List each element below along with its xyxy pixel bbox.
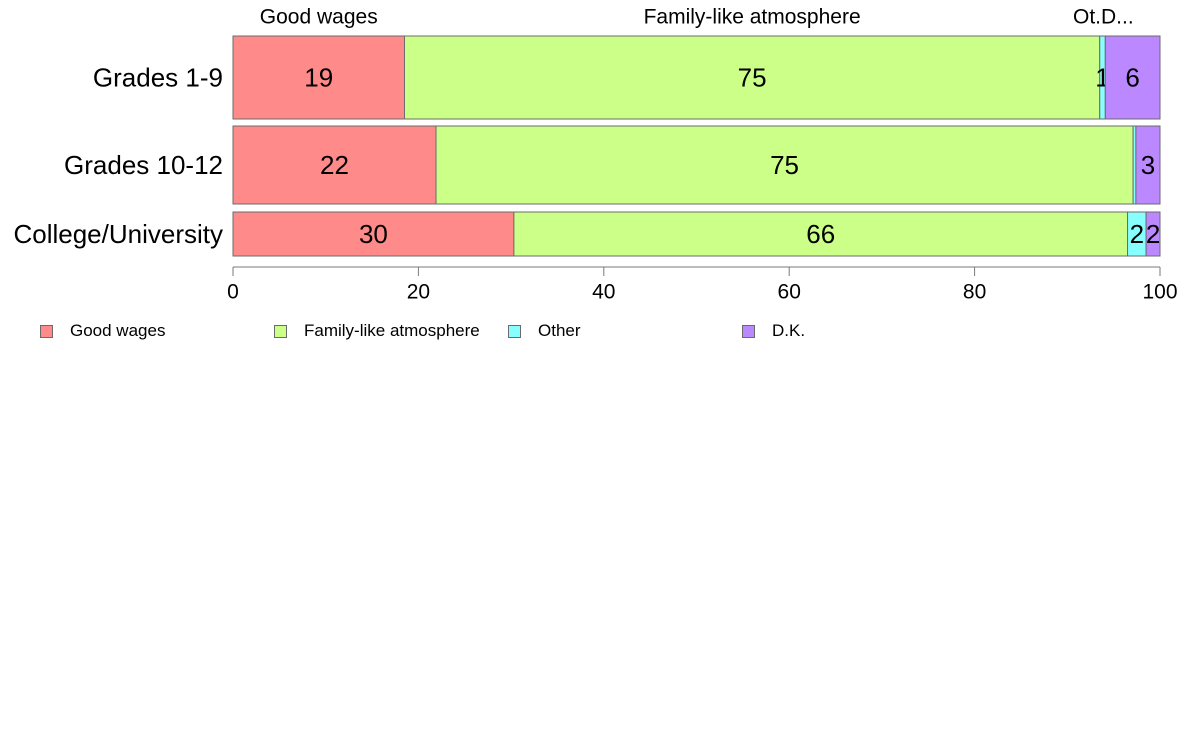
x-tick-label: 80: [963, 281, 986, 304]
x-tick-label: 0: [227, 281, 239, 304]
legend-swatch: [742, 324, 755, 338]
legend-swatch: [40, 324, 53, 338]
x-tick-label: 100: [1142, 281, 1177, 304]
bar-value-label: 75: [770, 150, 799, 180]
bar-value-label: 19: [304, 63, 333, 93]
bar-value-label: 6: [1125, 63, 1139, 93]
category-label: Grades 1-9: [93, 63, 223, 93]
bar-segment-1-4: [1104, 35, 1161, 120]
x-tick-label: 20: [407, 281, 430, 304]
bar-value-label: 3: [1141, 150, 1155, 180]
legend: Good wages Family-like atmosphere Other D.K…: [0, 320, 1188, 344]
x-tick-label: 40: [592, 281, 615, 304]
bar-segment-2-4: [1135, 125, 1161, 205]
bar-segment-2-1: [232, 125, 437, 205]
bar-value-label: 75: [738, 63, 767, 93]
legend-item: Good wages: [40, 320, 165, 342]
x-tick-label: 60: [778, 281, 801, 304]
top-segment-label: D...: [1101, 6, 1134, 29]
legend-swatch: [508, 324, 521, 338]
legend-label: Other: [538, 321, 581, 340]
legend-label: Good wages: [70, 321, 166, 340]
legend-item: Other: [508, 320, 581, 342]
legend-label: D.K.: [772, 321, 806, 340]
bar-value-label: 30: [359, 219, 388, 249]
bar-value-label: 2: [1146, 219, 1160, 249]
legend-label: Family-like atmosphere: [304, 321, 480, 340]
bar-segment-2-2: [435, 125, 1134, 205]
top-segment-label: Family-like atmosphere: [644, 6, 861, 29]
bar-value-label: 22: [320, 150, 349, 180]
top-segment-label: Ot.: [1073, 6, 1101, 29]
bar-value-label: 2: [1130, 219, 1144, 249]
category-label: Grades 10-12: [64, 150, 223, 180]
bar-segment-3-1: [232, 211, 515, 257]
category-label: College/University: [13, 219, 223, 249]
top-segment-label: Good wages: [260, 6, 378, 29]
legend-item: D.K.: [742, 320, 805, 342]
bar-segment-1-1: [232, 35, 405, 120]
bar-segment-1-2: [403, 35, 1101, 120]
bar-segment-3-4: [1145, 211, 1161, 257]
legend-swatch: [274, 324, 287, 338]
legend-item: Family-like atmosphere: [274, 320, 480, 342]
bar-value-label: 66: [806, 219, 835, 249]
